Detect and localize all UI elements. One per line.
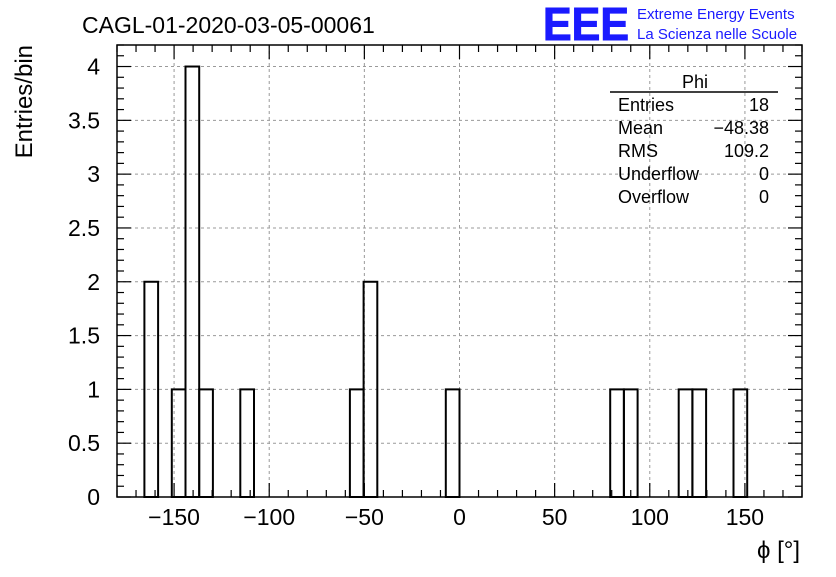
grid-lines — [117, 45, 802, 497]
stats-row-label: Overflow — [618, 187, 690, 207]
histogram-bin — [677, 388, 694, 498]
histogram-bin — [143, 280, 160, 498]
stats-row-label: Mean — [618, 118, 663, 138]
x-tick-label: −150 — [148, 504, 200, 530]
stats-row-label: RMS — [618, 141, 658, 161]
stats-box-title: Phi — [682, 72, 708, 92]
logo-mark: EEE — [543, 0, 629, 50]
x-tick-label: 100 — [631, 504, 669, 530]
y-axis-label: Entries/bin — [11, 45, 38, 158]
y-tick-label: 3 — [87, 161, 100, 187]
y-tick-label: 2.5 — [68, 215, 100, 241]
y-tick-label: 2 — [87, 269, 100, 295]
stats-row-value: −48.38 — [713, 118, 769, 138]
x-tick-label: −100 — [243, 504, 295, 530]
y-tick-label: 4 — [87, 54, 100, 80]
y-tick-label: 0.5 — [68, 430, 100, 456]
x-tick-label: 0 — [453, 504, 466, 530]
y-tick-label: 3.5 — [68, 107, 100, 133]
eee-logo: EEE Extreme Energy Events La Scienza nel… — [543, 0, 798, 51]
x-tick-label: −50 — [345, 504, 384, 530]
stats-box: Phi Entries 18 Mean −48.38 RMS 109.2 Underflow… — [610, 72, 778, 207]
histogram-bins — [143, 65, 749, 499]
y-axis: 0 0.5 1 1.5 2 2.5 3 3.5 4 — [68, 44, 802, 510]
x-axis-label: ϕ [°] — [757, 537, 800, 564]
x-tick-label: 150 — [726, 504, 764, 530]
x-tick-label: 50 — [542, 504, 568, 530]
logo-line-1: Extreme Energy Events — [637, 6, 795, 23]
stats-row-label: Underflow — [618, 164, 700, 184]
logo-line-2: La Scienza nelle Scuole — [637, 26, 797, 43]
y-tick-label: 1.5 — [68, 323, 100, 349]
chart-title: CAGL-01-2020-03-05-00061 — [82, 12, 375, 38]
stats-row-value: 0 — [759, 187, 769, 207]
stats-row-value: 109.2 — [724, 141, 769, 161]
y-tick-label: 0 — [87, 484, 100, 510]
stats-row-label: Entries — [618, 95, 674, 115]
y-tick-label: 1 — [87, 376, 100, 402]
stats-rows: Entries 18 Mean −48.38 RMS 109.2 Underflow 0 Ove… — [618, 95, 769, 207]
stats-row-value: 0 — [759, 164, 769, 184]
stats-row-value: 18 — [749, 95, 769, 115]
x-axis: −150 −100 −50 0 50 100 150 — [116, 45, 803, 530]
